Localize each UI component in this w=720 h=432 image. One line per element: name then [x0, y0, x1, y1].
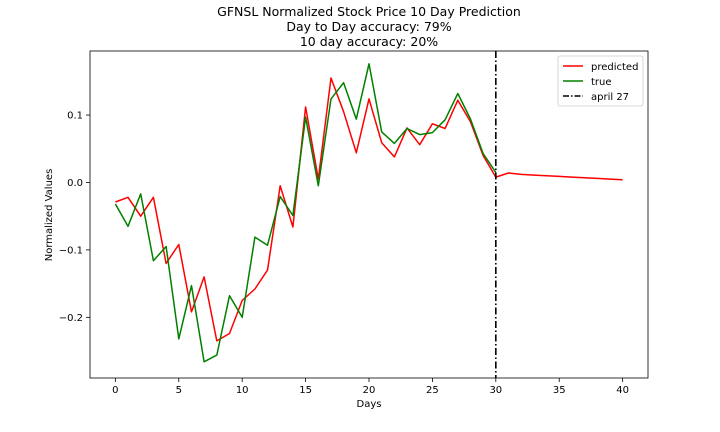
x-axis-ticks: 0 5 10 15 20 25 30 35 40 — [112, 378, 629, 396]
y-axis-ticks: −0.2 −0.1 0.0 0.1 — [59, 111, 90, 324]
x-tick-label: 15 — [299, 385, 312, 396]
title-line-2: Day to Day accuracy: 79% — [286, 19, 451, 34]
title-line-1: GFNSL Normalized Stock Price 10 Day Pred… — [217, 4, 521, 19]
plot-frame — [89, 50, 649, 379]
y-tick-label: 0.1 — [67, 111, 83, 122]
title-line-3: 10 day accuracy: 20% — [300, 34, 438, 49]
x-tick-label: 25 — [426, 385, 439, 396]
x-tick-label: 5 — [176, 385, 182, 396]
x-tick-label: 35 — [553, 385, 566, 396]
x-tick-label: 20 — [363, 385, 376, 396]
x-tick-label: 0 — [112, 385, 118, 396]
plot-lines — [114, 51, 623, 378]
y-tick-label: −0.1 — [59, 245, 83, 256]
x-tick-label: 10 — [236, 385, 249, 396]
legend-label-predicted: predicted — [591, 62, 638, 73]
series-line-predicted — [115, 77, 623, 342]
y-tick-label: −0.2 — [59, 313, 83, 324]
legend-box — [557, 55, 644, 107]
chart-title: GFNSL Normalized Stock Price 10 Day Pred… — [217, 4, 521, 49]
y-tick-label: 0.0 — [67, 178, 83, 189]
x-tick-label: 40 — [616, 385, 629, 396]
y-axis-label: Normalized Values — [44, 169, 55, 262]
x-axis-label: Days — [357, 399, 382, 410]
series-line-true — [114, 63, 497, 363]
x-tick-label: 30 — [489, 385, 502, 396]
legend-label-true: true — [591, 77, 612, 88]
legend: predicted true april 27 — [557, 55, 644, 107]
legend-label-april-27: april 27 — [591, 92, 629, 103]
